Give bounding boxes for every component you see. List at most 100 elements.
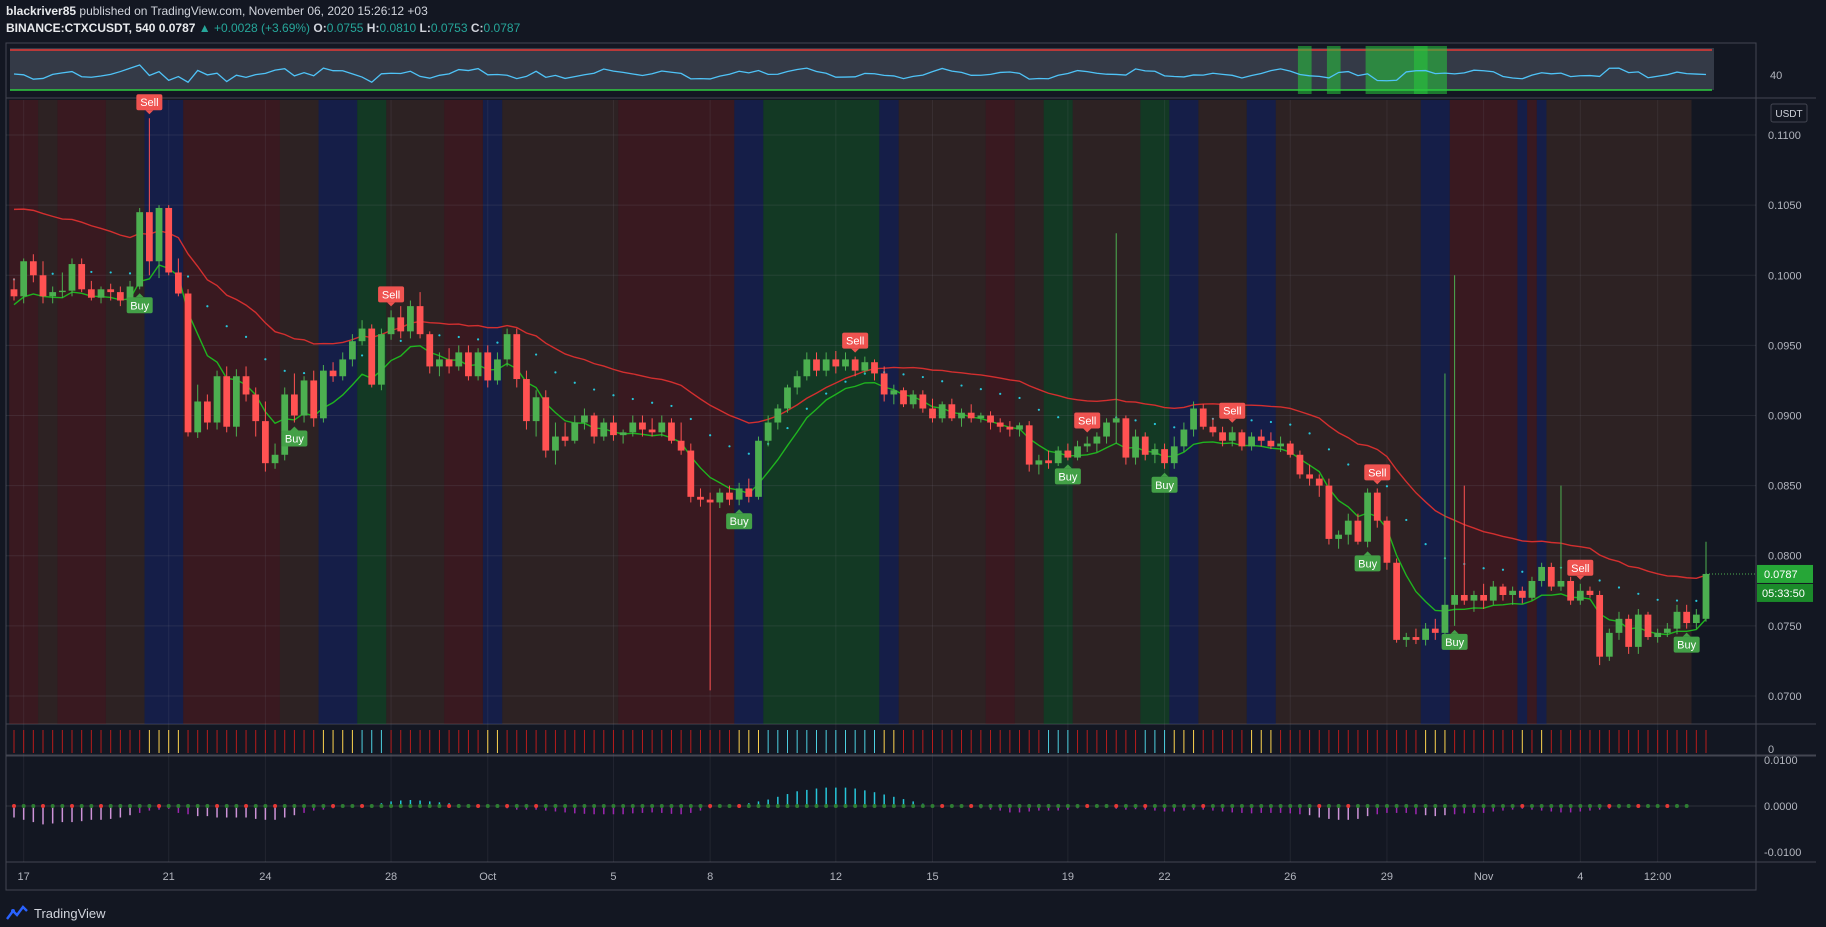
candle-up	[349, 341, 356, 360]
oscillator-dot	[1433, 804, 1438, 808]
background-zone-brown	[386, 100, 445, 724]
oscillator-dot	[99, 804, 104, 808]
candle-down	[426, 334, 434, 367]
price-change: ▲ +0.0028 (+3.69%)	[198, 21, 311, 35]
oscillator-dot	[1162, 804, 1167, 808]
buy-signal	[1441, 633, 1468, 650]
oscillator-dot	[1172, 804, 1177, 808]
oscillator-dot	[1365, 804, 1370, 808]
oscillator-dot	[698, 804, 703, 808]
last-price: 0.0787	[158, 21, 196, 35]
oscillator-dot	[1017, 804, 1022, 808]
oscillator-dot	[398, 804, 403, 808]
candle-up	[1035, 460, 1043, 465]
oscillator-dot	[1471, 804, 1476, 808]
candle-down	[39, 275, 47, 297]
candle-up	[194, 401, 202, 433]
candle-up	[1451, 594, 1459, 605]
candle-up	[581, 415, 588, 423]
background-zone-brown	[502, 100, 619, 724]
background-zone-green	[1043, 100, 1073, 724]
oscillator-dot	[1558, 804, 1563, 808]
oscillator-dot	[1645, 804, 1650, 808]
rsi-tick-label: 40	[1770, 70, 1782, 82]
signal-label: Buy	[730, 516, 749, 528]
oscillator-dot	[804, 804, 809, 808]
rsi-highlight	[1326, 46, 1341, 94]
signal-pointer	[1083, 428, 1092, 433]
trail-dot	[1482, 567, 1485, 570]
candle-up	[909, 394, 917, 405]
oscillator-dot	[466, 804, 471, 808]
price-tick-label: 0.0950	[1768, 340, 1802, 352]
candle-down	[1286, 443, 1294, 455]
oscillator-dot	[1394, 804, 1399, 808]
candle-up	[1248, 436, 1255, 447]
oscillator-dot	[166, 804, 171, 808]
oscillator-dot	[70, 804, 75, 808]
oscillator-dot	[1065, 804, 1070, 808]
oscillator-dot	[447, 804, 452, 808]
oscillator-dot	[215, 804, 220, 808]
oscillator-dot	[756, 804, 761, 808]
oscillator-dot	[195, 804, 200, 808]
oscillator-dot	[282, 804, 287, 808]
candle-down	[677, 440, 685, 451]
oscillator-dot	[775, 804, 780, 808]
oscillator-dot	[621, 804, 626, 808]
candle-down	[1025, 425, 1033, 465]
buy-signal	[726, 513, 753, 530]
oscillator-dot	[1413, 804, 1418, 808]
candle-down	[261, 421, 269, 464]
oscillator-dot	[862, 804, 867, 808]
background-zone-blue	[879, 100, 899, 724]
candle-up	[300, 380, 308, 416]
oscillator-dot	[1616, 804, 1621, 808]
candle-down	[610, 422, 617, 436]
author-name[interactable]: blackriver85	[6, 4, 77, 18]
oscillator-dot	[553, 804, 558, 808]
candle-up	[1074, 446, 1081, 458]
oscillator-dot	[969, 804, 974, 808]
oscillator-dot	[1539, 804, 1544, 808]
trail-dot	[1617, 586, 1621, 589]
oscillator-dot	[147, 804, 152, 808]
oscillator-dot	[331, 804, 336, 808]
candle-down	[1393, 562, 1400, 640]
trail-dot	[476, 338, 480, 341]
oscillator-dot	[1462, 804, 1467, 808]
candle-down	[900, 390, 907, 405]
trail-dot	[554, 371, 557, 374]
candle-down	[1209, 426, 1217, 433]
candle-down	[291, 394, 298, 416]
trail-dot	[1037, 408, 1040, 411]
candle-down	[184, 293, 192, 433]
oscillator-dot	[601, 804, 606, 808]
candle-up	[232, 376, 240, 427]
trail-dot	[921, 375, 924, 379]
candle-down	[1518, 590, 1526, 598]
candle-up	[552, 436, 559, 451]
price-tick-label: 0.0800	[1768, 551, 1802, 563]
trail-dot	[805, 407, 808, 410]
candle-down	[397, 317, 405, 332]
tradingview-logo[interactable]: TradingView	[6, 905, 106, 921]
price-tick-label: 0.1000	[1768, 270, 1802, 282]
trail-dot	[631, 397, 634, 401]
oscillator-dot	[901, 804, 906, 808]
candle-down	[465, 352, 472, 377]
oscillator-dot	[659, 804, 664, 808]
background-zone-red	[444, 100, 483, 724]
candle-up	[1615, 618, 1623, 633]
oscillator-dot	[891, 804, 896, 808]
candle-down	[203, 401, 211, 423]
background-zone-blue	[1517, 100, 1528, 724]
oscillator-dot	[408, 804, 413, 808]
trail-dot	[1173, 426, 1176, 429]
candle-up	[1180, 429, 1188, 447]
oscillator-dot	[1210, 804, 1215, 808]
oscillator-dot	[1046, 804, 1051, 808]
candle-up	[803, 359, 811, 377]
trail-dot	[186, 275, 190, 278]
